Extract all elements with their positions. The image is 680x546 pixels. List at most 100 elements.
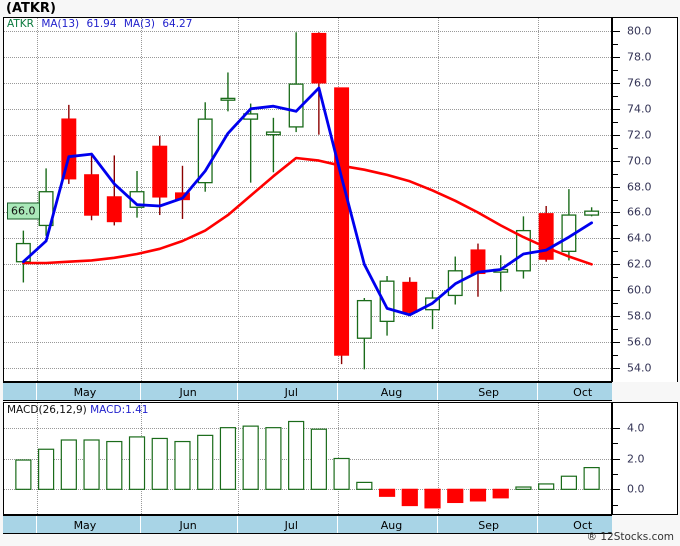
price-axis-minor-tick (613, 173, 618, 175)
price-axis-tick (613, 186, 620, 188)
candlestick (129, 170, 145, 218)
macd-month-gridline (438, 403, 439, 514)
macd-chart-panel[interactable] (3, 402, 612, 515)
macd-legend-value: MACD:1.41 (90, 404, 149, 416)
month-label-may: May (73, 386, 97, 399)
macd-axis-tick (613, 489, 620, 491)
price-series-layer (15, 32, 600, 370)
price-axis-label: 54.0 (627, 361, 652, 375)
month-label-jun: Jun (179, 519, 197, 532)
price-axis-tick (613, 82, 620, 84)
price-month-gridline (37, 18, 39, 381)
ma3-line (22, 86, 593, 317)
month-label-jul: Jul (284, 519, 298, 532)
price-axis-label: 78.0 (627, 50, 652, 64)
month-separator (36, 383, 38, 400)
price-month-gridline (237, 18, 239, 381)
price-gridline (4, 186, 611, 188)
price-gridline (4, 108, 611, 110)
month-separator (336, 516, 338, 533)
month-label-sep: Sep (478, 386, 499, 399)
macd-bar (424, 488, 441, 509)
macd-gridline (4, 489, 611, 491)
ma13-line (22, 156, 593, 266)
copyright-text: ® 12Stocks.com (586, 531, 675, 543)
price-axis-minor-tick (613, 329, 618, 331)
price-gridline (4, 290, 611, 292)
macd-bar (469, 488, 487, 502)
macd-month-gridline (538, 403, 540, 514)
macd-axis-tick (613, 458, 620, 460)
price-axis-minor-tick (613, 121, 618, 123)
month-separator (437, 516, 438, 533)
month-label-may: May (73, 519, 97, 532)
price-axis-tick (613, 264, 620, 266)
price-chart-panel[interactable] (3, 17, 612, 382)
price-axis-label: 70.0 (627, 154, 652, 168)
current-price-flag: 66.0 (7, 202, 40, 220)
price-axis-label: 56.0 (627, 335, 652, 349)
macd-bar (219, 427, 237, 490)
macd-bar (560, 475, 578, 490)
macd-series-layer (15, 420, 600, 509)
macd-bar (151, 437, 168, 490)
macd-axis: 4.0 2.0 0.0 (612, 402, 678, 515)
month-separator (437, 383, 438, 400)
price-axis-label: 74.0 (627, 102, 652, 116)
macd-bar (15, 459, 32, 490)
price-gridline (4, 30, 611, 32)
candlestick (470, 243, 486, 297)
macd-axis-label: 0.0 (627, 482, 645, 496)
candlestick (84, 152, 100, 221)
price-axis-tick (613, 316, 620, 318)
macd-axis-minor-tick (613, 504, 618, 506)
candlestick (265, 117, 281, 173)
macd-bar (356, 481, 373, 490)
month-label-aug: Aug (380, 519, 403, 532)
macd-axis-minor-tick (613, 473, 618, 475)
price-axis-label: 66.0 (627, 205, 652, 219)
macd-bar (378, 488, 396, 497)
candlestick (220, 72, 236, 112)
price-axis-label: 68.0 (627, 180, 652, 194)
macd-bar (515, 486, 532, 490)
candlestick (402, 277, 418, 314)
price-axis-tick (613, 212, 620, 214)
macd-bar (197, 434, 214, 490)
macd-bar (310, 428, 327, 490)
macd-month-gridline (37, 403, 39, 514)
price-axis-label: 76.0 (627, 76, 652, 90)
candlestick (334, 87, 350, 365)
macd-axis-minor-tick (613, 443, 618, 445)
macd-bar (265, 427, 282, 490)
macd-month-gridline (237, 403, 239, 514)
macd-bar (60, 439, 77, 490)
month-separator (139, 383, 141, 400)
month-band-middle: May Jun Jul Aug Sep Oct (3, 382, 612, 401)
month-label-jul: Jul (284, 386, 298, 399)
month-separator (236, 516, 238, 533)
month-band-bottom: May Jun Jul Aug Sep Oct (3, 515, 612, 534)
price-axis-minor-tick (613, 251, 618, 253)
month-label-oct: Oct (573, 386, 593, 399)
month-separator (336, 383, 338, 400)
price-axis-minor-tick (613, 43, 618, 45)
price-axis-minor-tick (613, 303, 618, 305)
macd-axis-label: 4.0 (627, 421, 645, 435)
candlestick (356, 298, 372, 370)
month-separator (537, 383, 539, 400)
price-axis-label: 72.0 (627, 128, 652, 142)
price-axis-tick (613, 290, 620, 292)
macd-bar (83, 439, 100, 490)
macd-bar (174, 440, 191, 490)
candlestick (106, 155, 122, 226)
price-gridline (4, 316, 611, 318)
candlestick (61, 104, 77, 184)
price-axis-minor-tick (613, 277, 618, 279)
candlestick (288, 32, 304, 133)
macd-bar (492, 488, 509, 499)
macd-legend: MACD(26,12,9) MACD:1.41 (7, 404, 149, 416)
month-separator (537, 516, 539, 533)
price-gridline (4, 82, 611, 84)
price-axis-tick (613, 368, 620, 370)
